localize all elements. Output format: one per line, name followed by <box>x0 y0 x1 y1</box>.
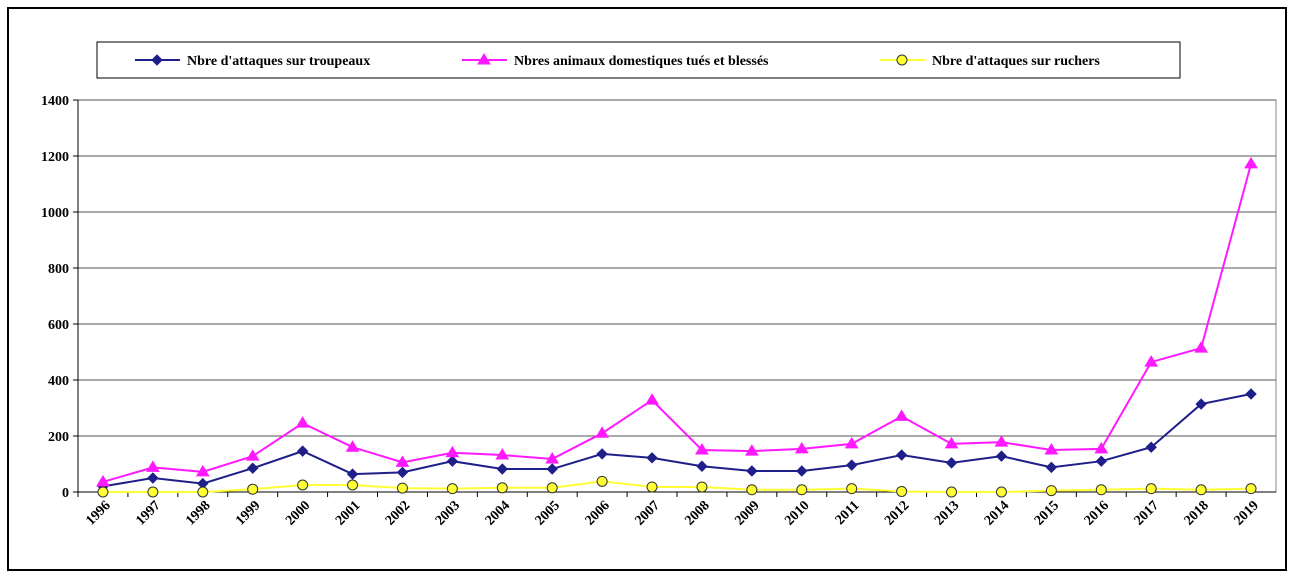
marker <box>1145 441 1157 453</box>
plot-area <box>77 99 1277 493</box>
y-tick-label: 400 <box>48 374 69 389</box>
marker <box>496 463 508 475</box>
series-line <box>102 163 1253 483</box>
marker <box>1044 443 1059 455</box>
marker <box>994 435 1009 447</box>
marker <box>445 445 460 458</box>
marker <box>96 474 110 487</box>
marker <box>446 455 459 467</box>
marker <box>1195 398 1207 410</box>
y-tick-label: 200 <box>48 430 69 445</box>
marker <box>596 475 608 487</box>
marker <box>1144 355 1159 367</box>
y-tick-label: 800 <box>48 262 69 277</box>
marker <box>944 436 959 449</box>
marker <box>1244 156 1258 169</box>
y-tick-label: 1000 <box>41 206 69 221</box>
marker <box>396 466 409 479</box>
y-tick-label: 1400 <box>41 94 69 109</box>
marker <box>896 54 908 66</box>
y-tick-label: 0 <box>62 486 69 501</box>
marker <box>147 486 159 498</box>
marker <box>645 393 659 405</box>
series-markers <box>97 475 1257 498</box>
marker <box>297 479 309 491</box>
marker <box>151 54 163 66</box>
marker <box>1045 461 1058 474</box>
marker <box>345 440 360 452</box>
marker <box>1095 484 1107 496</box>
marker <box>1094 441 1109 454</box>
legend-label: Nbre d'attaques sur troupeaux <box>187 54 370 69</box>
marker <box>395 455 410 467</box>
marker <box>546 463 558 475</box>
marker <box>746 484 758 496</box>
y-tick-label: 1200 <box>41 150 69 165</box>
marker <box>496 482 508 494</box>
series-line <box>102 480 1252 493</box>
marker <box>195 464 210 477</box>
marker <box>696 460 708 472</box>
marker <box>846 459 858 471</box>
marker <box>346 468 359 480</box>
legend-label: Nbres animaux domestiques tués et blessé… <box>514 54 769 69</box>
series-line <box>102 393 1252 488</box>
marker <box>197 486 209 498</box>
marker <box>995 450 1008 462</box>
marker <box>646 481 658 493</box>
marker <box>247 483 259 495</box>
marker <box>695 443 709 455</box>
marker <box>1095 455 1107 467</box>
marker <box>295 416 310 428</box>
marker <box>245 449 260 461</box>
marker <box>147 472 159 484</box>
marker <box>895 449 908 461</box>
series-markers <box>96 156 1258 487</box>
marker <box>1245 483 1257 495</box>
marker <box>746 465 758 477</box>
marker <box>846 483 858 495</box>
y-tick-label: 600 <box>48 318 69 333</box>
marker <box>744 444 759 456</box>
legend-label: Nbre d'attaques sur ruchers <box>932 54 1100 69</box>
marker <box>477 53 491 65</box>
marker <box>646 452 658 464</box>
marker <box>1145 483 1157 495</box>
legend-box <box>96 41 1181 79</box>
marker <box>296 445 309 457</box>
marker <box>595 426 610 438</box>
marker <box>1045 485 1057 497</box>
marker <box>945 457 958 469</box>
marker <box>1195 484 1207 496</box>
marker <box>796 484 808 496</box>
marker <box>1194 341 1209 353</box>
marker <box>546 482 558 494</box>
marker <box>347 479 359 491</box>
marker <box>794 441 809 454</box>
marker <box>596 448 608 460</box>
marker <box>796 465 808 477</box>
marker <box>696 481 708 493</box>
marker <box>896 485 908 497</box>
series-markers <box>97 388 1257 493</box>
marker <box>446 483 458 495</box>
marker <box>894 409 909 421</box>
marker <box>946 486 958 498</box>
marker <box>247 462 259 474</box>
marker <box>495 448 510 460</box>
marker <box>545 451 560 464</box>
marker <box>97 486 109 498</box>
marker <box>995 486 1007 498</box>
marker <box>1245 388 1257 400</box>
marker <box>396 482 408 494</box>
marker <box>145 460 160 472</box>
marker <box>844 436 859 449</box>
